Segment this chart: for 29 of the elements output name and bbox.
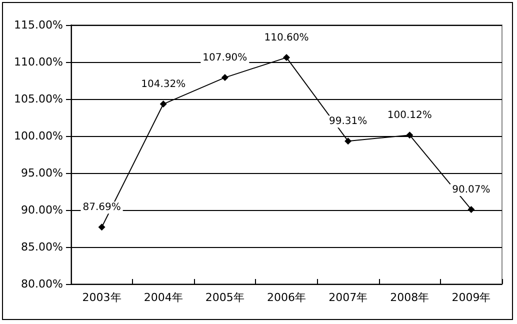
point [221,74,228,82]
point [468,206,475,213]
x-tick-label: 2004年 [144,291,183,304]
data-label: 110.60% [264,32,309,44]
point [283,54,290,62]
data-label: 87.69% [82,202,121,214]
point [344,138,352,145]
point [98,224,106,231]
y-tick-label: 85.00% [21,240,63,254]
point [160,100,167,108]
y-tick-label: 95.00% [21,166,63,180]
data-label: 107.90% [202,52,248,64]
point [406,132,414,139]
y-tick-label: 90.00% [21,204,63,216]
y-tick-label: 80.00% [21,278,63,290]
x-tick-label: 2006年 [267,291,306,304]
y-tick-label: 105.00% [14,92,63,106]
data-label: 104.32% [141,79,186,90]
x-tick-label: 2008年 [390,291,430,304]
x-tick-label: 2009年 [452,291,491,304]
x-tick-label: 2005年 [205,291,244,304]
x-tick-label: 2007年 [328,291,368,304]
x-tick-label: 2003年 [82,291,122,304]
data-label: 99.31% [329,116,368,128]
data-label: 90.07% [452,184,490,196]
y-tick-label: 115.00% [14,18,63,32]
y-tick-label: 100.00% [14,130,63,142]
y-tick-label: 110.00% [14,56,63,68]
data-label: 100.12% [387,110,432,122]
